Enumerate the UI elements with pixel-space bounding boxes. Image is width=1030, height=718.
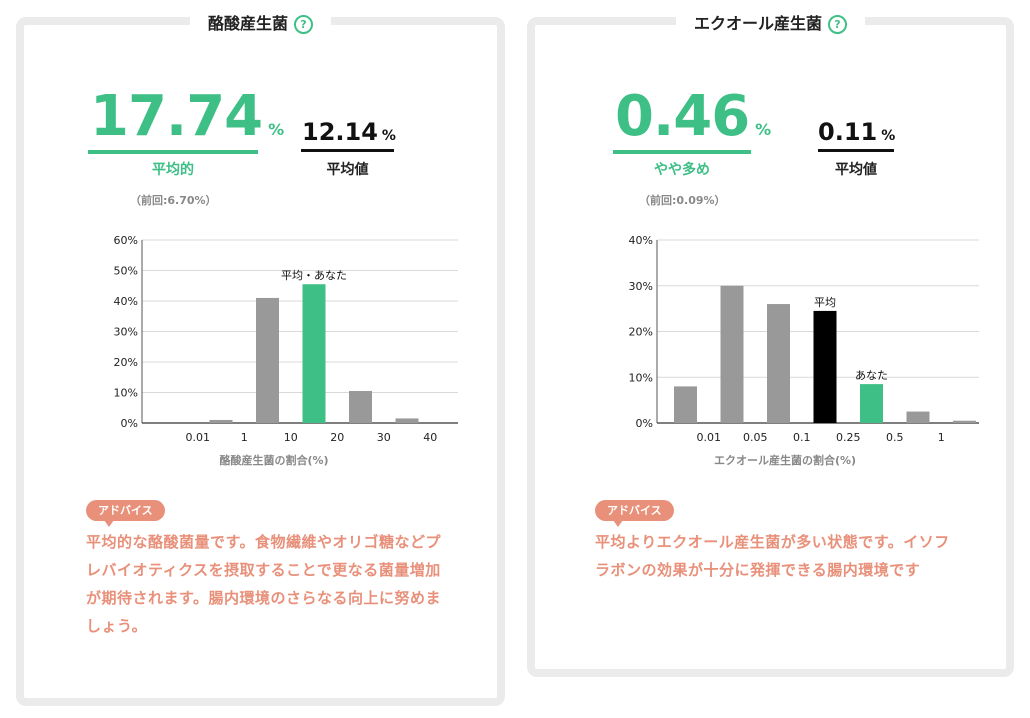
butyrate-title: 酪酸産生菌 [207,14,288,33]
butyrate-advice-text: 平均的な酪酸菌量です。食物繊維やオリゴ糖などプレバイオティクスを摂取することで更… [86,533,442,635]
bar-annotation: 平均・あなた [281,269,347,282]
bar[interactable] [906,411,930,423]
y-tick-label: 40% [114,295,138,308]
y-tick-label: 30% [629,280,653,293]
bar[interactable] [860,384,883,423]
butyrate-average-label: 平均値 [326,162,369,178]
bar[interactable] [209,419,233,423]
y-tick-label: 0% [121,417,138,430]
equol-value-number: 0.46 [615,84,750,149]
y-tick-label: 20% [629,326,653,339]
equol-advice-badge: アドバイス [595,500,674,527]
bar[interactable] [349,390,372,423]
equol-average-number: 0.11 [818,118,878,146]
equol-advice-text: 平均よりエクオール産生菌が多い状態です。イソフラボンの効果が十分に発揮できる腸内… [595,533,950,579]
x-tick-label: 0.01 [697,431,722,444]
bar[interactable] [813,310,837,423]
butyrate-value: 17.74% [90,89,284,145]
question-circle-icon[interactable]: ? [294,15,313,34]
equol-value-unit: % [755,120,772,139]
butyrate-average-underline [301,149,394,152]
bar[interactable] [395,418,419,423]
y-tick-label: 30% [114,326,138,339]
bar[interactable] [767,304,790,423]
equol-value: 0.46% [615,89,771,145]
x-tick-label: 0.5 [886,431,904,444]
equol-status: やや多め [654,162,710,178]
equol-card: エクオール産生菌? 0.46% やや多め （前回:0.09%） 0.11% 平均… [527,8,1014,677]
bar[interactable] [953,420,976,423]
butyrate-value-unit: % [268,120,285,139]
equol-average-underline [818,149,894,152]
y-tick-label: 60% [114,234,138,247]
butyrate-previous: （前回:6.70%） [130,194,217,207]
butyrate-value-underline [88,150,258,154]
butyrate-chart-xtitle: 酪酸産生菌の割合(%) [219,454,329,467]
x-tick-label: 0.05 [743,431,768,444]
butyrate-value-number: 17.74 [90,84,263,149]
x-tick-label: 30 [377,431,391,444]
butyrate-card: 酪酸産生菌? 17.74% 平均的 （前回:6.70%） 12.14% 平均値 … [16,8,505,706]
equol-average-label: 平均値 [835,162,877,178]
butyrate-average-number: 12.14 [302,118,378,146]
equol-title: エクオール産生菌 [693,14,822,33]
butyrate-average-value: 12.14% [302,119,396,145]
x-tick-label: 1 [938,431,945,444]
y-tick-label: 50% [114,265,138,278]
x-tick-label: 1 [241,431,248,444]
bar-annotation: あなた [855,369,888,382]
equol-card-header: エクオール産生菌? [535,8,1006,38]
y-tick-label: 40% [629,234,653,247]
bar-annotation: 平均 [814,296,836,309]
x-tick-label: 0.01 [186,431,211,444]
y-tick-label: 10% [114,387,138,400]
x-tick-label: 20 [330,431,344,444]
bar[interactable] [674,386,697,423]
equol-average-unit: % [881,128,896,144]
bar[interactable] [256,297,279,423]
butyrate-card-header: 酪酸産生菌? [24,8,497,38]
x-tick-label: 0.1 [793,431,811,444]
bar[interactable] [720,285,744,423]
question-circle-icon[interactable]: ? [828,15,847,34]
x-tick-label: 0.25 [836,431,861,444]
butyrate-advice-badge: アドバイス [86,500,165,527]
butyrate-histogram: 0% 10% 20% 30% 40% 50% 60% 平均・あなた 0.01 1 10 20 30 40 [114,234,458,444]
bar[interactable] [302,284,326,423]
y-tick-label: 20% [114,356,138,369]
butyrate-status: 平均的 [152,162,194,178]
equol-previous: （前回:0.09%） [639,194,726,207]
y-tick-label: 0% [636,417,653,430]
x-tick-label: 10 [284,431,298,444]
equol-value-underline [613,150,751,154]
y-tick-label: 10% [629,371,653,384]
equol-chart-xtitle: エクオール産生菌の割合(%) [713,454,857,467]
equol-average-value: 0.11% [818,119,895,145]
butyrate-average-unit: % [381,128,396,144]
x-tick-label: 40 [423,431,437,444]
